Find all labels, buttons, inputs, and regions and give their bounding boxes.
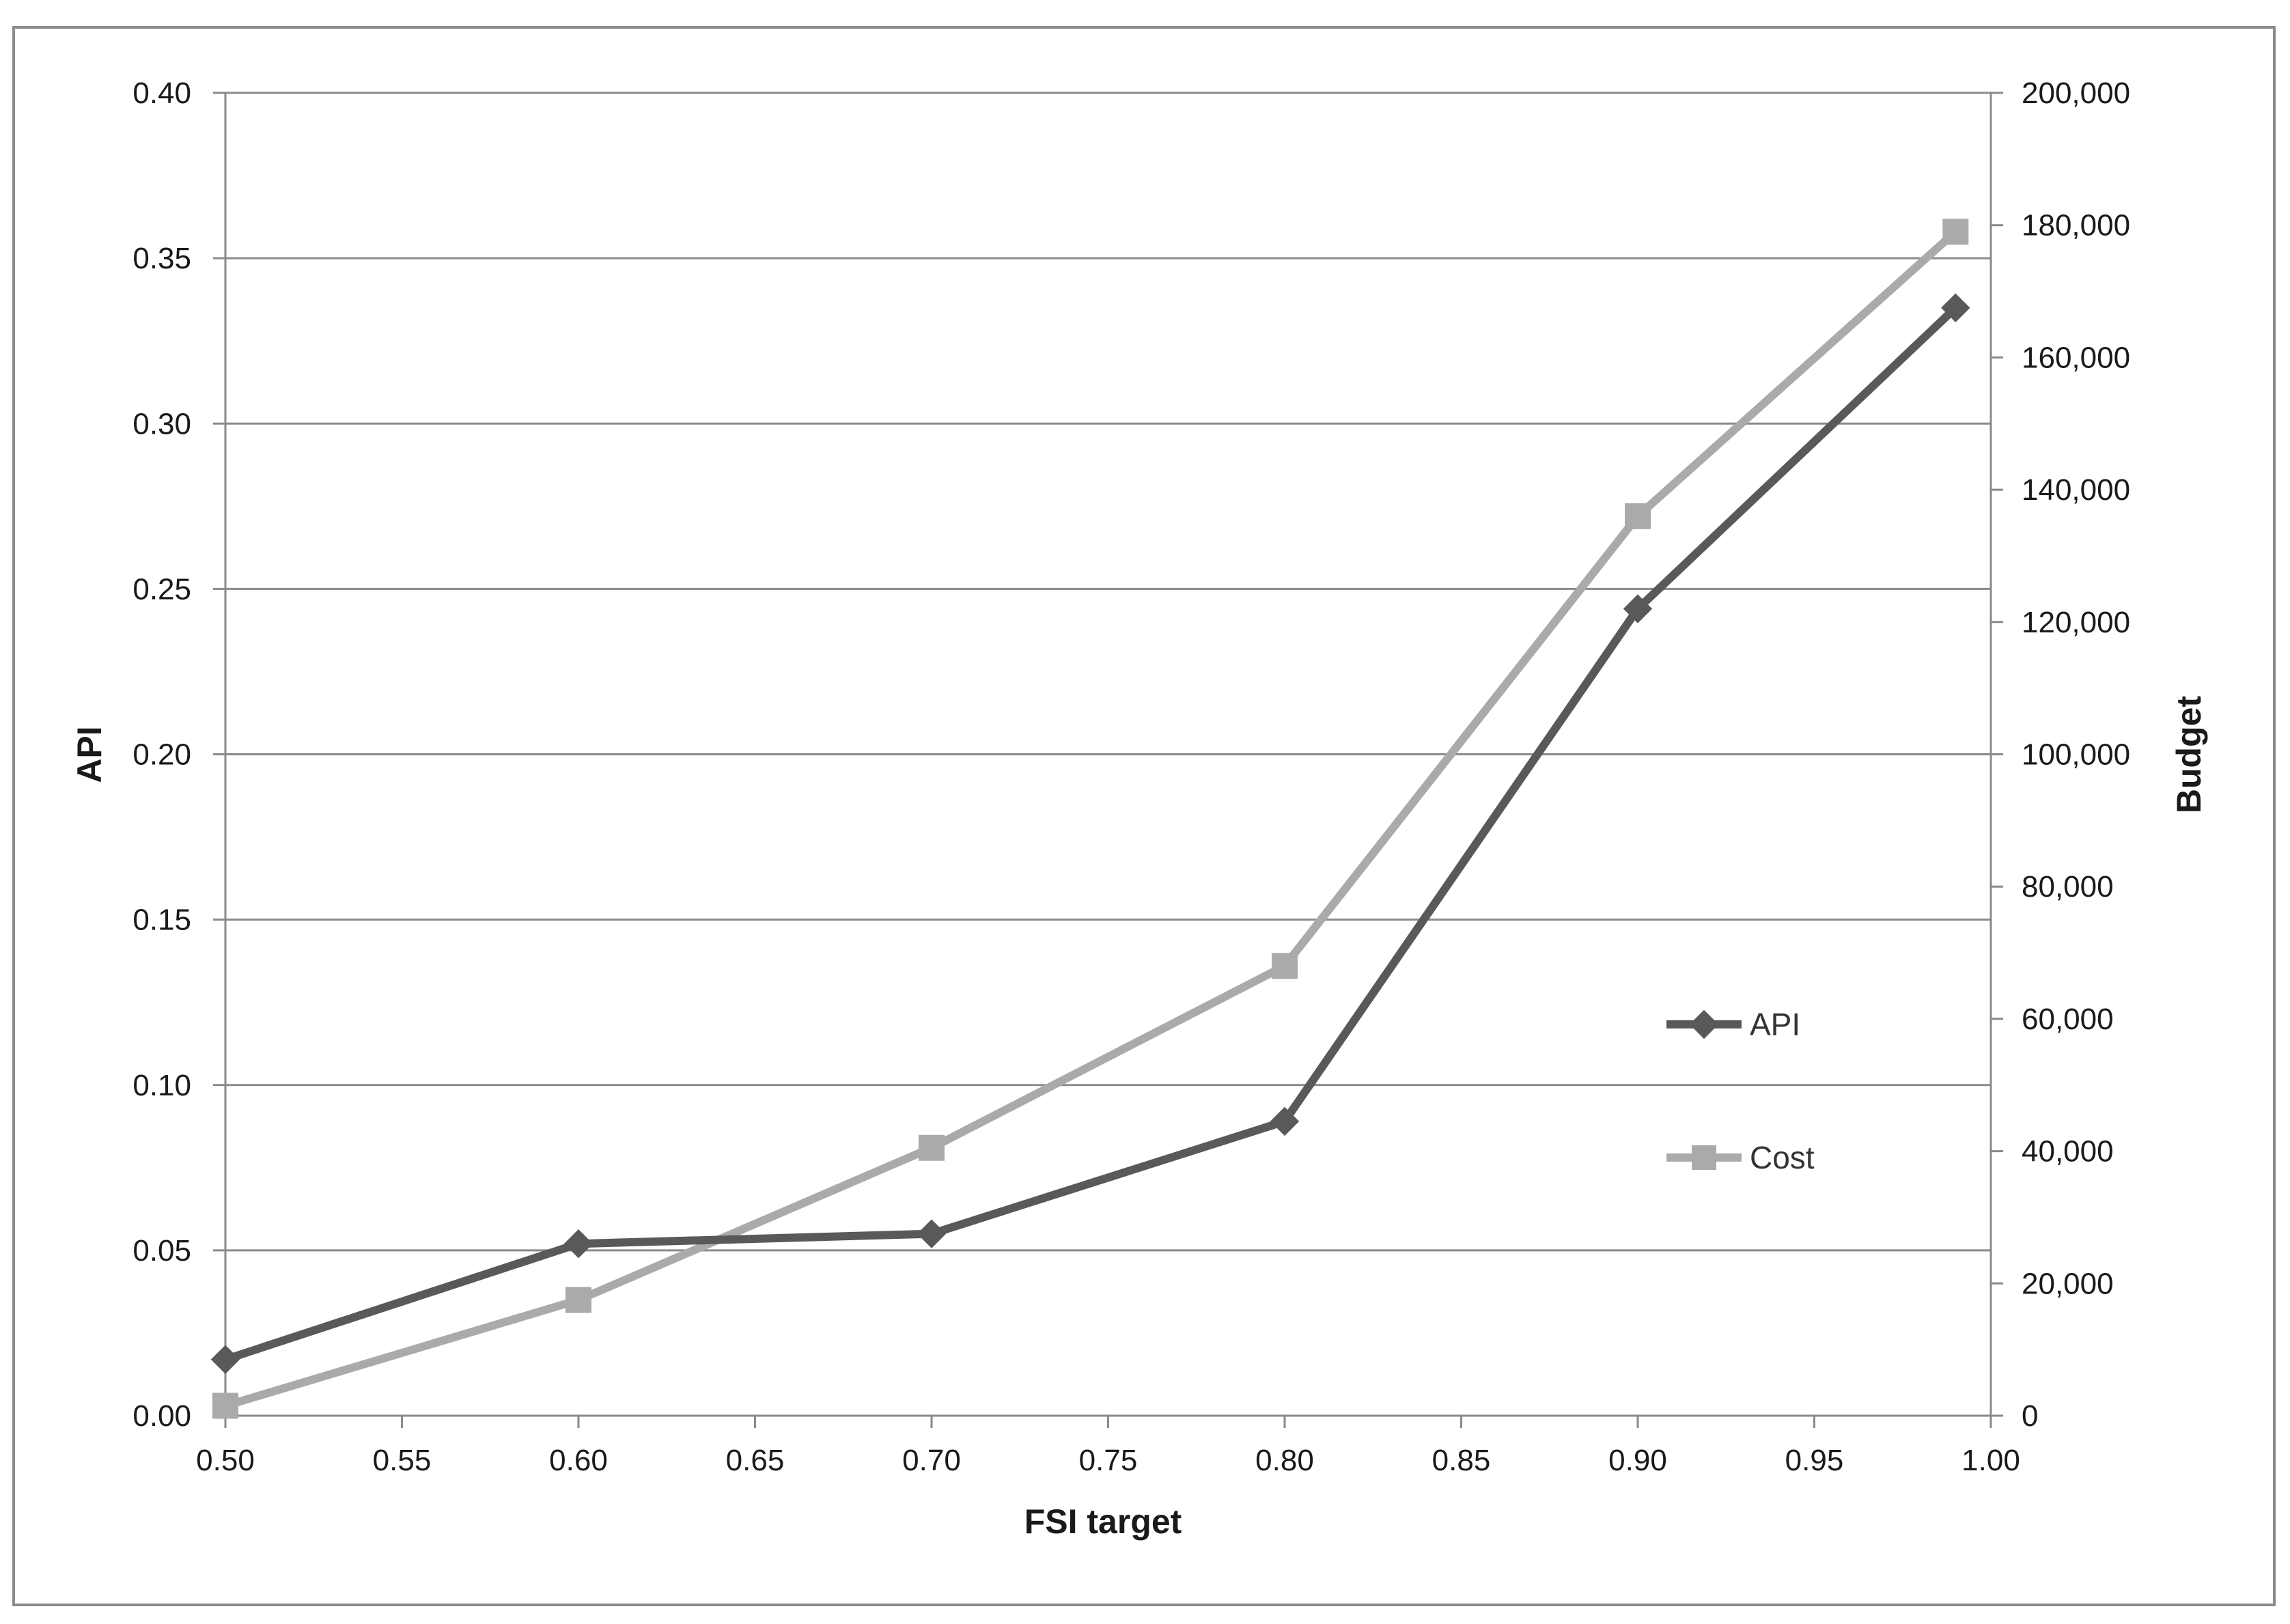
y-tick-label: 0.00: [132, 1399, 191, 1433]
data-point-cost: [212, 1392, 238, 1419]
y-tick-label: 0.20: [132, 738, 191, 772]
data-point-api: [563, 1229, 594, 1259]
y2-tick-label: 200,000: [2022, 76, 2130, 110]
x-tick-label: 0.50: [196, 1444, 255, 1477]
x-tick-label: 0.80: [1255, 1444, 1314, 1477]
series-line-api: [221, 303, 1960, 1364]
data-point-cost: [1272, 953, 1298, 979]
legend: API Cost: [1666, 1007, 1815, 1175]
y2-tick-label: 120,000: [2022, 606, 2130, 639]
legend-item-api: API: [1666, 1007, 1800, 1042]
y2-tick-label: 60,000: [2022, 1003, 2114, 1036]
legend-item-cost: Cost: [1666, 1140, 1815, 1175]
data-point-api: [1270, 1106, 1300, 1136]
x-tick-label: 0.90: [1608, 1444, 1667, 1477]
chart-frame: [12, 26, 2276, 1606]
data-point-cost: [1942, 219, 1969, 245]
data-point-cost: [1625, 503, 1651, 529]
x-tick-label: 0.55: [373, 1444, 432, 1477]
x-tick-label: 0.70: [902, 1444, 961, 1477]
gridlines: [225, 92, 1991, 1252]
y-tick-label: 0.15: [132, 904, 191, 937]
y-tick-label: 0.25: [132, 572, 191, 606]
legend-label-api: API: [1750, 1007, 1800, 1042]
y2-tick-label: 20,000: [2022, 1267, 2114, 1300]
legend-swatch-cost-marker: [1692, 1145, 1716, 1170]
data-point-api: [210, 1345, 240, 1374]
y2-tick-label: 80,000: [2022, 870, 2114, 904]
x-tick-label: 0.65: [726, 1444, 785, 1477]
y2-tick-label: 180,000: [2022, 209, 2130, 242]
series-layer: [210, 219, 1970, 1419]
y-tick-label: 0.35: [132, 242, 191, 275]
y2-tick-label: 40,000: [2022, 1135, 2114, 1168]
tick-labels: 0.00 0.05 0.10 0.15 0.20 0.25 0.30 0.35 0.40 0 20,…: [132, 76, 2130, 1477]
y-tick-label: 0.10: [132, 1069, 191, 1102]
y2-tick-label: 160,000: [2022, 341, 2130, 374]
x-tick-label: 1.00: [1961, 1444, 2020, 1477]
y2-axis-title: Budget: [2170, 696, 2208, 814]
y-tick-label: 0.40: [132, 76, 191, 110]
legend-label-cost: Cost: [1750, 1140, 1815, 1175]
x-axis-title: FSI target: [1024, 1502, 1182, 1541]
y-tick-label: 0.30: [132, 407, 191, 440]
x-tick-label: 0.60: [549, 1444, 608, 1477]
y-tick-label: 0.05: [132, 1234, 191, 1268]
legend-swatch-api-marker: [1689, 1009, 1719, 1039]
data-point-cost: [565, 1287, 591, 1313]
x-tick-label: 0.85: [1432, 1444, 1491, 1477]
x-tick-label: 0.75: [1079, 1444, 1138, 1477]
data-point-cost: [919, 1134, 945, 1161]
x-tick-label: 0.95: [1785, 1444, 1844, 1477]
y2-tick-label: 0: [2022, 1399, 2038, 1433]
y2-tick-label: 140,000: [2022, 473, 2130, 507]
y2-tick-label: 100,000: [2022, 738, 2130, 772]
y-axis-title: API: [70, 726, 109, 783]
series-line-cost: [221, 227, 1960, 1410]
data-point-api: [917, 1219, 947, 1248]
